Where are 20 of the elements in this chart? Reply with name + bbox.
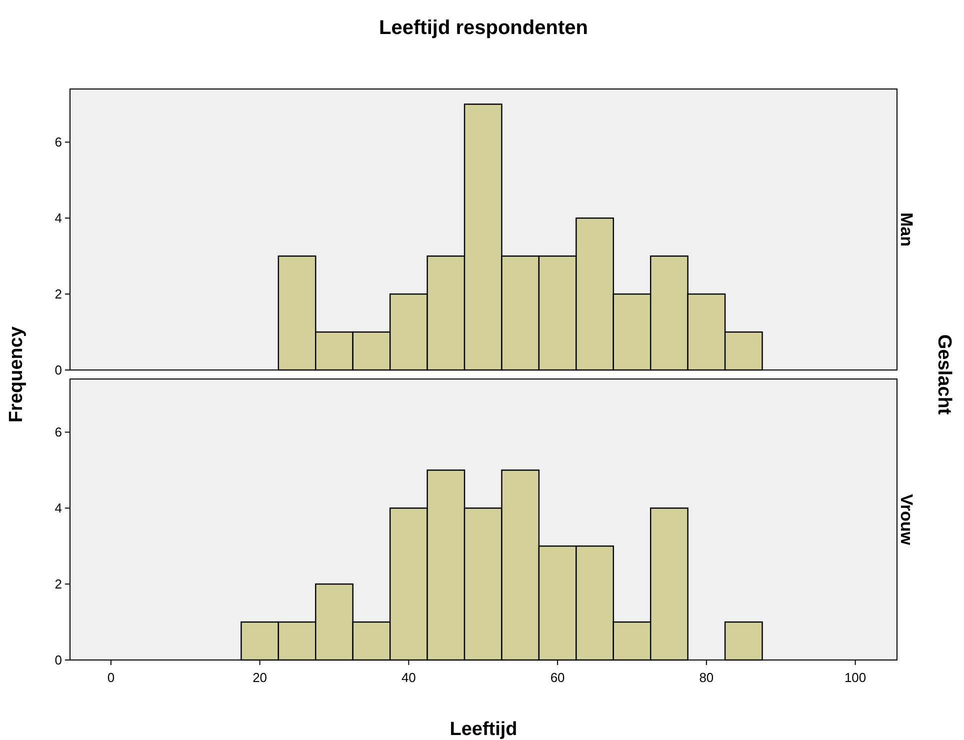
y-tick-label: 6 — [54, 134, 62, 150]
text: Geslacht — [933, 334, 954, 416]
x-tick-label: 100 — [844, 670, 866, 685]
x-tick-label: 60 — [550, 670, 565, 685]
x-axis-title: Leeftijd — [450, 719, 518, 740]
y-tick-label: 0 — [54, 362, 62, 378]
y-axis-title: Frequency — [6, 326, 27, 423]
y-tick-label: 4 — [54, 210, 62, 226]
y2-axis-title: Man — [897, 212, 916, 246]
y2-axis-title: Vrouw — [897, 494, 916, 546]
y-tick-label: 2 — [54, 576, 62, 592]
chart-title: Leeftijd respondenten — [379, 17, 588, 39]
y-tick-label: 4 — [54, 500, 62, 516]
y-tick-label: 2 — [54, 286, 62, 302]
x-tick-label: 20 — [252, 670, 268, 685]
x-tick-label: 0 — [107, 670, 115, 685]
y-tick-label: 0 — [54, 652, 62, 668]
x-tick-label: 40 — [401, 670, 416, 685]
y-tick-label: 6 — [54, 424, 62, 440]
x-tick-label: 80 — [699, 670, 714, 685]
